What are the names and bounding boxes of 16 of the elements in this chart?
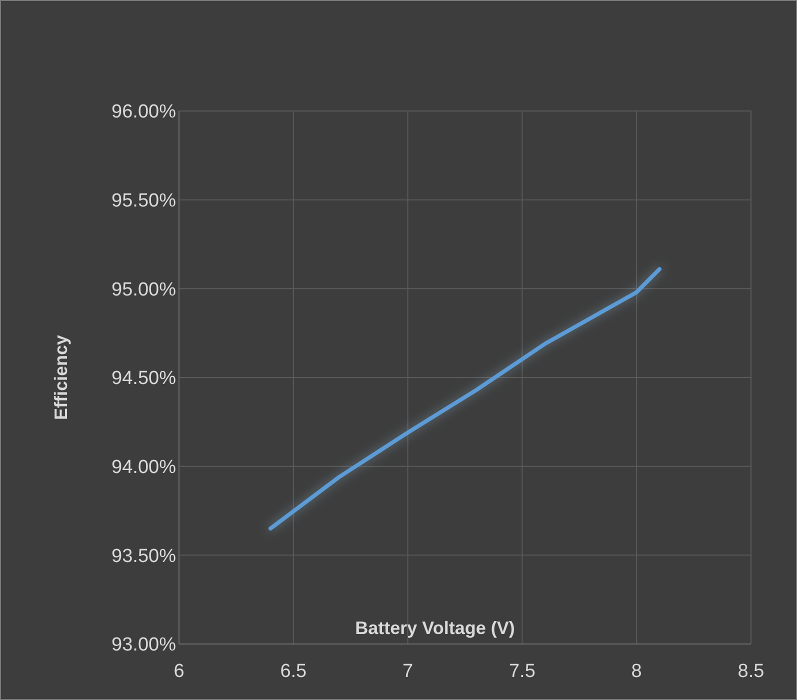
x-axis-title: Battery Voltage (V)	[355, 618, 515, 638]
y-tick-label: 93.00%	[112, 634, 176, 656]
y-tick-label: 94.00%	[112, 456, 176, 478]
y-tick-label: 95.00%	[112, 279, 176, 300]
y-tick-label: 94.50%	[112, 368, 176, 390]
x-tick-label: 6.5	[280, 661, 307, 682]
x-tick-label: 7.5	[508, 661, 536, 682]
y-tick-label: 93.50%	[112, 546, 176, 567]
y-tick-label: 95.50%	[112, 190, 176, 212]
line-series	[268, 267, 662, 531]
x-tick-label: 6	[174, 661, 184, 682]
y-axis-title: Efficiency	[51, 334, 71, 420]
x-tick-label: 8.5	[738, 661, 764, 682]
y-tick-label: 96.00%	[112, 102, 176, 123]
x-tick-label: 8	[631, 661, 642, 682]
x-tick-label: 7	[402, 661, 414, 682]
